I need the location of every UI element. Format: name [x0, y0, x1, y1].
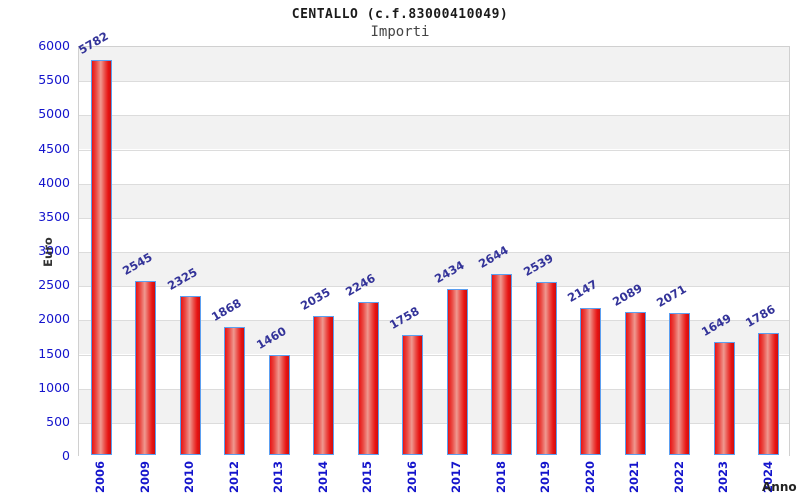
- y-tick-label-2000: 2000: [38, 311, 70, 327]
- bar-2024: [758, 332, 780, 455]
- gridline: [79, 354, 789, 356]
- y-tick-label-4000: 4000: [38, 174, 70, 190]
- bar-2015: [357, 301, 379, 455]
- x-tick-label-2017: 2017: [449, 460, 464, 494]
- y-tick-label-1500: 1500: [38, 345, 70, 361]
- y-tick-label-6000: 6000: [38, 38, 70, 53]
- x-tick-label-2015: 2015: [360, 460, 375, 494]
- gridline: [79, 183, 789, 185]
- plot-band: [79, 252, 789, 287]
- gridline: [79, 388, 789, 390]
- x-tick-label-2009: 2009: [137, 460, 152, 494]
- plot-band: [79, 149, 789, 184]
- x-tick-label-2012: 2012: [226, 460, 241, 494]
- bar-2020: [580, 308, 602, 455]
- x-tick-label-2013: 2013: [271, 460, 286, 494]
- bar-2019: [535, 281, 557, 455]
- y-axis-title: Euro: [41, 237, 55, 267]
- plot-area: 5782 2545 2325 1868 1460 2035 2246 1758 2434 2644…: [76, 29, 790, 457]
- y-tick-label-5500: 5500: [38, 72, 70, 88]
- plot-band: [79, 115, 789, 150]
- y-tick-label-500: 500: [46, 413, 70, 429]
- y-tick-label-3000: 3000: [38, 243, 70, 258]
- x-tick-label-2021: 2021: [627, 460, 642, 494]
- bar-2012: [224, 327, 246, 455]
- bar-2006: [90, 59, 112, 455]
- gridline: [79, 422, 789, 424]
- y-tick-label-0: 0: [62, 448, 70, 463]
- x-tick-label-2023: 2023: [716, 460, 731, 494]
- x-tick-label-2010: 2010: [182, 460, 197, 494]
- y-tick-label-5000: 5000: [38, 106, 70, 122]
- gridline: [79, 217, 789, 219]
- y-tick-label-4500: 4500: [38, 140, 70, 156]
- bar-2017: [446, 288, 468, 455]
- gridline: [79, 252, 789, 253]
- bar-2018: [491, 274, 513, 455]
- plot-band: [79, 47, 789, 82]
- x-axis-title: Anno: [762, 480, 797, 494]
- bar-2021: [624, 312, 646, 455]
- gridline: [79, 81, 789, 83]
- plot-band: [79, 81, 789, 116]
- y-tick-label-1000: 1000: [38, 379, 70, 395]
- gridline: [79, 286, 789, 288]
- x-tick-label-2018: 2018: [493, 460, 508, 494]
- x-tick-label-2014: 2014: [315, 460, 330, 494]
- plot-band: [79, 183, 789, 218]
- x-tick-label-2020: 2020: [582, 460, 597, 494]
- plot-band: [79, 217, 789, 252]
- x-tick-label-2022: 2022: [671, 460, 686, 494]
- gridline: [79, 320, 789, 322]
- x-tick-label-2016: 2016: [404, 460, 419, 494]
- bar-2014: [313, 315, 335, 455]
- bar-2023: [713, 342, 735, 455]
- chart-title: CENTALLO (c.f.83000410049): [291, 7, 509, 22]
- bar-2013: [268, 355, 290, 455]
- chart-subtitle: Importi: [370, 24, 430, 40]
- bar-2016: [402, 334, 424, 455]
- x-tick-label-2019: 2019: [538, 460, 553, 494]
- y-tick-label-3500: 3500: [38, 208, 70, 224]
- gridline: [79, 115, 789, 117]
- y-tick-label-2500: 2500: [38, 277, 70, 293]
- bar-2010: [179, 296, 201, 455]
- bar-2009: [135, 281, 157, 455]
- x-tick-label-2006: 2006: [93, 460, 108, 494]
- bar-2022: [669, 313, 691, 455]
- gridline: [79, 149, 789, 151]
